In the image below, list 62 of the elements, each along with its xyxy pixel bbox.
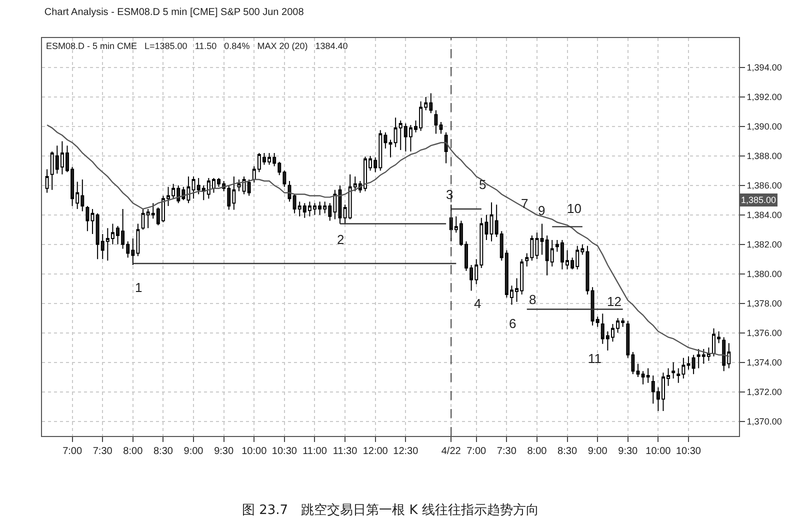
x-tick-label: 11:00 bbox=[302, 446, 328, 457]
y-tick-label: 1,380.00 bbox=[746, 269, 782, 279]
annotation: 12 bbox=[607, 294, 622, 309]
x-tick-label: 7:00 bbox=[466, 446, 487, 457]
text: 1,385.00 bbox=[741, 195, 776, 205]
x-tick-label: 8:00 bbox=[527, 446, 548, 457]
caption: 图 23.7 跳空交易日第一根 K 线往往指示趋势方向 bbox=[242, 502, 539, 518]
annotation: 9 bbox=[538, 203, 546, 218]
y-tick-label: 1,384.00 bbox=[746, 210, 782, 220]
x-tick-label: 9:00 bbox=[184, 446, 204, 457]
y-tick-label: 1,376.00 bbox=[746, 328, 782, 338]
candlestick bbox=[672, 362, 676, 380]
y-tick-label: 1,374.00 bbox=[746, 357, 782, 368]
y-tick-label: 1,392.00 bbox=[746, 92, 782, 102]
y-tick-label: 1,378.00 bbox=[746, 298, 782, 308]
candlestick bbox=[444, 132, 448, 164]
annotation: 1 bbox=[135, 280, 142, 295]
chart-subtitle: ESM08.D - 5 min CME L=1385.00 11.50 0.84% MAX 20 (20) 1384.40 bbox=[46, 41, 348, 51]
candlestick bbox=[388, 139, 392, 158]
x-tick-label: 10:30 bbox=[272, 446, 298, 457]
candlestick bbox=[237, 179, 241, 192]
annotation: 11 bbox=[588, 351, 602, 366]
x-tick-label: 8:00 bbox=[123, 446, 144, 457]
y-tick-label: 1,394.00 bbox=[746, 62, 782, 73]
annotation: 4 bbox=[474, 296, 482, 311]
y-tick-label: 1,390.00 bbox=[746, 122, 782, 132]
candlestick bbox=[439, 122, 443, 134]
y-tick-label: 1,388.00 bbox=[746, 151, 782, 162]
annotation: 6 bbox=[509, 316, 516, 331]
x-tick-label: 8:30 bbox=[558, 446, 578, 457]
y-tick-label: 1,382.00 bbox=[746, 240, 782, 250]
x-tick-label: 12:30 bbox=[393, 446, 419, 457]
annotation: 8 bbox=[529, 292, 536, 307]
x-tick-label: 10:00 bbox=[242, 446, 268, 457]
x-tick-label: 10:00 bbox=[646, 446, 672, 457]
y-tick-label: 1,370.00 bbox=[746, 416, 782, 426]
x-tick-label: 7:00 bbox=[62, 446, 82, 457]
x-tick-label: 8:30 bbox=[153, 446, 174, 457]
annotation: 5 bbox=[479, 177, 486, 192]
x-tick-label: 4/22 bbox=[441, 446, 462, 457]
x-tick-label: 7:30 bbox=[496, 446, 517, 457]
x-tick-label: 9:30 bbox=[214, 446, 234, 457]
y-tick-label: 1,372.00 bbox=[746, 386, 782, 397]
chart-title: Chart Analysis - ESM08.D 5 min [CME] S&P 500 Jun 2008 bbox=[44, 6, 304, 18]
candlestick bbox=[434, 110, 438, 134]
x-tick-label: 10:30 bbox=[676, 446, 702, 457]
candlestick bbox=[636, 363, 640, 378]
x-tick-label: 11:30 bbox=[332, 446, 358, 457]
x-tick-label: 12:00 bbox=[362, 446, 388, 457]
x-tick-label: 9:30 bbox=[618, 446, 638, 457]
annotation: 2 bbox=[337, 232, 344, 247]
x-tick-label: 9:00 bbox=[588, 446, 608, 457]
candlestick bbox=[686, 356, 690, 370]
annotation: 7 bbox=[521, 196, 528, 211]
candlestick bbox=[86, 206, 90, 232]
annotation: 10 bbox=[567, 201, 582, 216]
candlestick bbox=[692, 354, 696, 375]
y-tick-label: 1,386.00 bbox=[746, 180, 782, 191]
candlestick bbox=[45, 168, 49, 194]
annotation: 3 bbox=[446, 187, 454, 202]
x-tick-label: 7:30 bbox=[92, 446, 113, 457]
candlestick bbox=[90, 208, 94, 235]
